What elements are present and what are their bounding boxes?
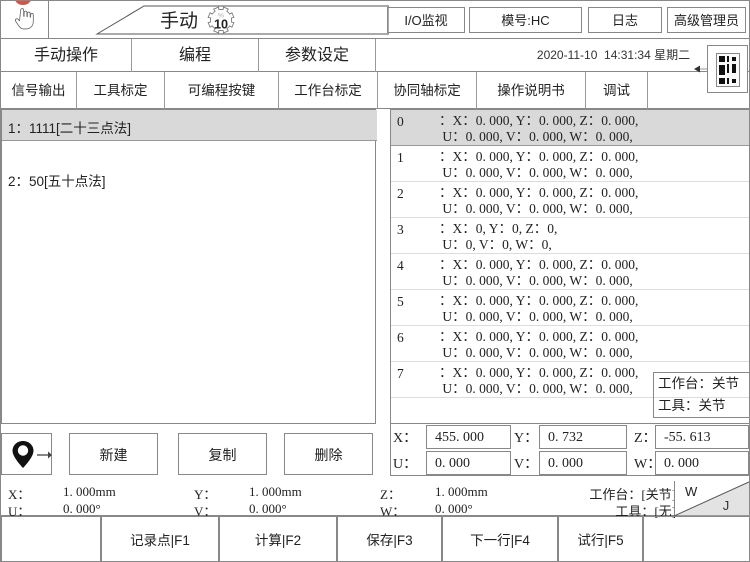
svg-text:10: 10 (214, 17, 228, 31)
svg-text:J: J (723, 498, 730, 513)
svg-text:手动: 手动 (160, 10, 198, 32)
